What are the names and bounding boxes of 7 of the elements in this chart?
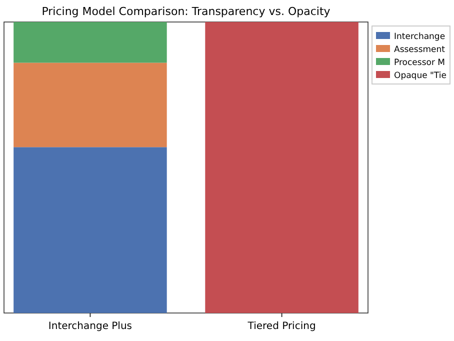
x-tick-label: Interchange Plus [48, 321, 132, 332]
legend-label: Interchange [394, 32, 446, 42]
x-tick-label: Tiered Pricing [246, 321, 316, 332]
legend-label: Processor M [394, 58, 445, 68]
legend-label: Assessment [394, 45, 446, 55]
legend-label: Opaque "Tie [394, 71, 446, 81]
chart-title: Pricing Model Comparison: Transparency vs. Opacity [42, 5, 331, 18]
